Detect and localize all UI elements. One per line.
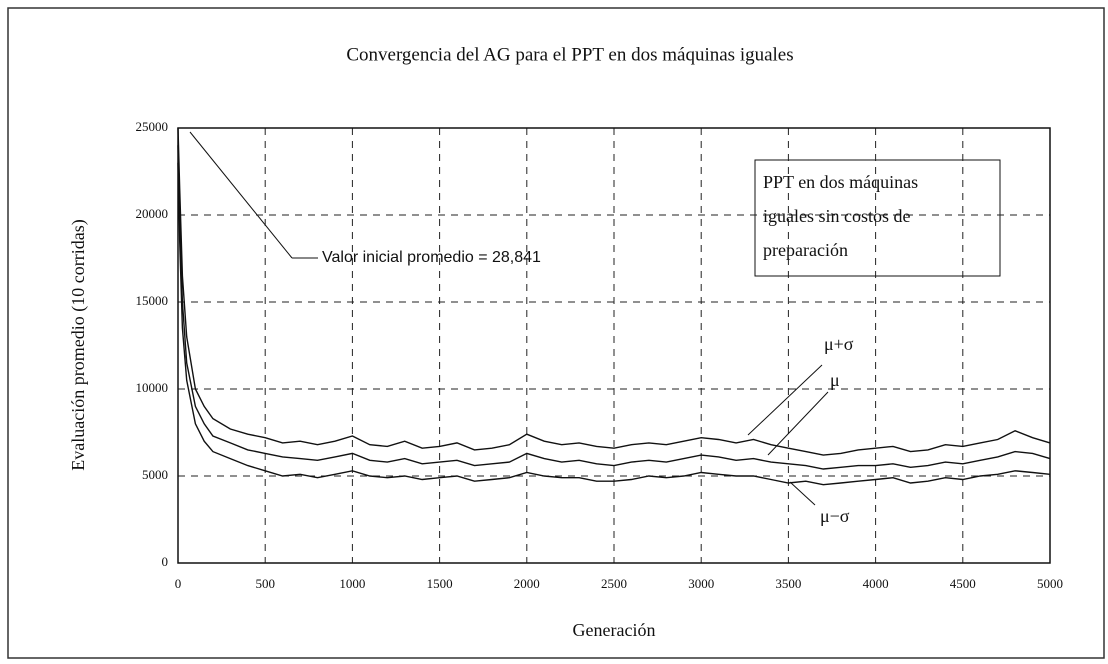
- x-tick-label: 3500: [775, 576, 801, 591]
- annotation-leader: [189, 131, 293, 259]
- x-tick-label: 4500: [950, 576, 976, 591]
- y-tick-label: 10000: [136, 380, 169, 395]
- y-tick-label: 5000: [142, 467, 168, 482]
- y-tick-label: 15000: [136, 293, 169, 308]
- series-line: [177, 145, 1051, 470]
- series-line: [177, 162, 1051, 486]
- plot: 0 5000 10000 15000 20000 25000 0 500 1000 1500 200…: [136, 119, 1064, 591]
- note-box: [754, 159, 1001, 277]
- label-arrow: [767, 391, 829, 456]
- x-tick-label: 5000: [1037, 576, 1063, 591]
- series-label: μ−σ: [820, 506, 850, 526]
- x-tick-label: 1000: [339, 576, 365, 591]
- x-tick-label: 2000: [514, 576, 540, 591]
- x-tick-label: 1500: [427, 576, 453, 591]
- chart-title: Convergencia del AG para el PPT en dos m…: [346, 44, 793, 65]
- label-arrow: [747, 364, 823, 436]
- x-tick-label: 3000: [688, 576, 714, 591]
- annotation: Valor inicial promedio = 28,841: [322, 249, 541, 266]
- series-line: [177, 127, 1051, 456]
- note-line: iguales sin costos de: [763, 206, 910, 226]
- y-tick-label: 25000: [136, 119, 169, 134]
- note-line: PPT en dos máquinas: [763, 172, 918, 192]
- x-tick-label: 500: [255, 576, 275, 591]
- x-tick-label: 0: [175, 576, 182, 591]
- x-tick-label: 2500: [601, 576, 627, 591]
- label-arrow: [789, 481, 816, 506]
- plot-border: [177, 127, 1051, 564]
- y-axis-label: Evaluación promedio (10 corridas): [68, 219, 89, 470]
- series-label: μ+σ: [824, 334, 854, 354]
- series-label: μ: [830, 370, 840, 390]
- y-tick-label: 0: [162, 554, 169, 569]
- x-tick-label: 4000: [863, 576, 889, 591]
- note-line: preparación: [763, 240, 848, 260]
- y-tick-label: 20000: [136, 206, 169, 221]
- x-axis-label: Generación: [573, 620, 656, 640]
- frame: [7, 7, 1105, 659]
